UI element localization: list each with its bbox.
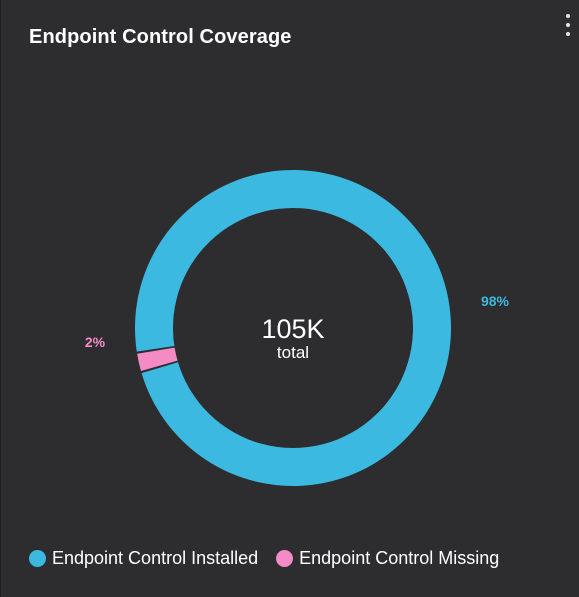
- slice-label-missing: 2%: [85, 334, 106, 350]
- widget-title: Endpoint Control Coverage: [29, 26, 292, 48]
- legend-swatch-missing: [276, 550, 294, 567]
- menu-dot: [566, 23, 570, 27]
- donut-slice-missing[interactable]: [137, 347, 178, 372]
- legend-label-missing: Endpoint Control Missing: [299, 548, 500, 568]
- menu-dot: [566, 32, 570, 36]
- legend-item-installed[interactable]: Endpoint Control Installed: [29, 548, 258, 569]
- menu-dot: [566, 14, 570, 18]
- slice-label-installed: 98%: [481, 293, 510, 309]
- chart-legend: Endpoint Control Installed Endpoint Cont…: [29, 548, 517, 569]
- legend-label-installed: Endpoint Control Installed: [52, 548, 259, 568]
- legend-swatch-installed: [29, 550, 46, 567]
- vertical-ellipsis-icon[interactable]: [561, 10, 575, 40]
- center-total-value: 105K: [261, 314, 324, 344]
- center-total-label: total: [277, 343, 309, 362]
- donut-slices: [134, 169, 451, 487]
- slice-labels: 98% 2%: [85, 293, 510, 350]
- legend-item-missing[interactable]: Endpoint Control Missing: [276, 548, 499, 569]
